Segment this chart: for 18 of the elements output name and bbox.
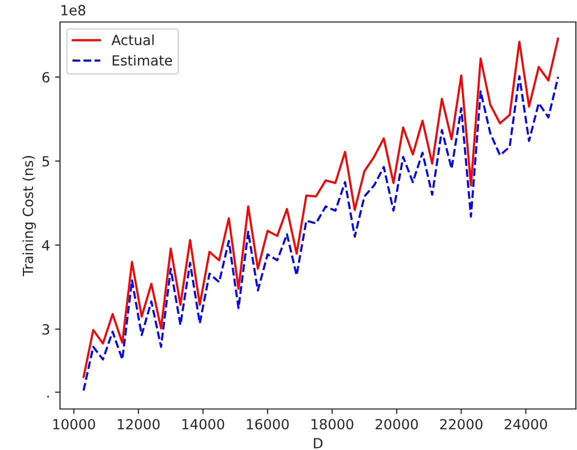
x-tick-label: 14000	[182, 418, 224, 430]
x-tick-label: 12000	[118, 418, 160, 430]
y-axis-title: Training Cost (ns)	[22, 156, 36, 276]
x-tick-label: 16000	[247, 418, 289, 430]
text: 1e8	[62, 4, 86, 16]
x-tick-label: 22000	[440, 418, 482, 430]
y-tick-label: 3	[42, 324, 50, 335]
x-tick-label: 10000	[53, 418, 96, 430]
y-tick-label: .	[47, 396, 49, 398]
x-axis-title: D	[314, 438, 322, 448]
y-tick-label: 4	[42, 240, 50, 250]
x-tick-label: 18000	[312, 418, 354, 430]
legend-label: Actual	[111, 34, 154, 46]
x-tick-label: 24000	[504, 418, 547, 430]
x-tick-label: 20000	[376, 418, 418, 430]
y-tick-label: 6	[42, 72, 50, 83]
y-tick-label: 5	[42, 156, 50, 167]
legend-label: Estimate	[112, 54, 172, 66]
